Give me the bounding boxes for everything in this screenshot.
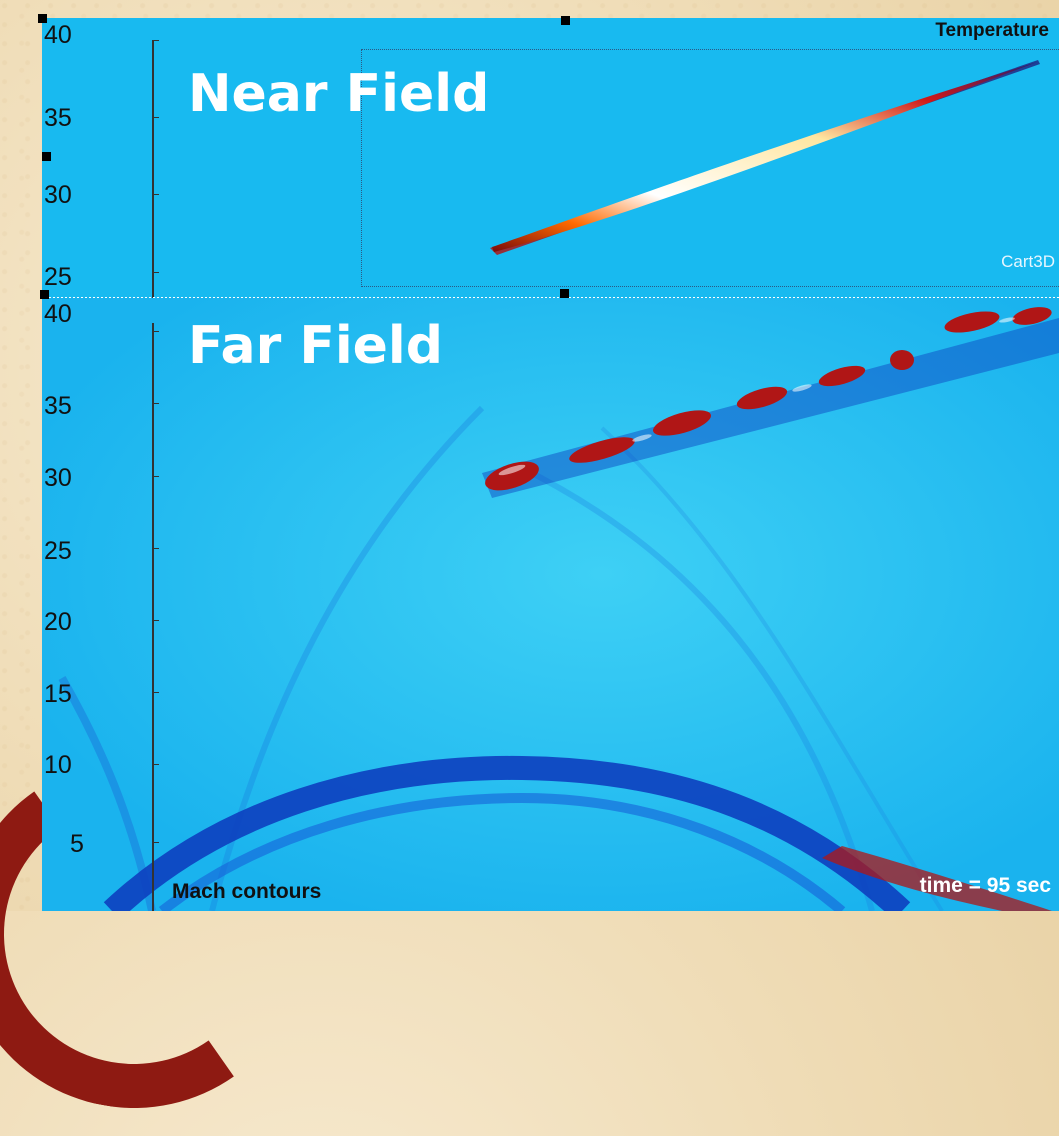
ground-shock-inner (158, 792, 846, 911)
y-tick-label: 5 (70, 830, 84, 858)
y-tick-label: 30 (44, 464, 72, 492)
selection-handle[interactable] (40, 290, 49, 299)
y-tick (152, 548, 159, 550)
y-tick (152, 272, 159, 274)
cart3d-label: Cart3D (1001, 252, 1055, 271)
y-axis-line (152, 323, 154, 911)
y-tick-label: 15 (44, 680, 72, 708)
near-field-plot (490, 60, 1040, 255)
debris-trail-halo (482, 318, 1059, 498)
field-background (42, 298, 1059, 911)
ground-shock (103, 755, 911, 911)
y-tick (152, 764, 159, 766)
selection-handle[interactable] (561, 16, 570, 25)
y-tick-label: 25 (44, 537, 72, 565)
far-field-plot (42, 298, 1059, 911)
y-tick-label: 30 (44, 181, 72, 209)
temperature-label: Temperature (935, 20, 1049, 41)
y-tick-label: 40 (44, 300, 72, 328)
far-field-title: Far Field (188, 316, 443, 376)
y-tick (152, 194, 159, 196)
y-tick-label: 35 (44, 392, 72, 420)
mach-contours-label: Mach contours (172, 880, 322, 903)
zoom-region-box (361, 49, 1059, 287)
debris-trail (485, 307, 1052, 491)
y-tick-label: 10 (44, 751, 72, 779)
time-label: time = 95 sec (919, 874, 1051, 897)
y-tick-label: 35 (44, 104, 72, 132)
debris-highlights (498, 317, 1015, 476)
y-tick (152, 403, 159, 405)
near-field-title: Near Field (188, 64, 490, 124)
selection-handle[interactable] (38, 14, 47, 23)
y-tick (152, 331, 159, 333)
y-tick (152, 40, 159, 42)
y-axis-line (152, 40, 154, 298)
y-tick (152, 117, 159, 119)
y-tick-label: 20 (44, 608, 72, 636)
y-tick (152, 620, 159, 622)
y-tick (152, 692, 159, 694)
y-tick-label: 40 (44, 21, 72, 49)
y-tick (152, 476, 159, 478)
hot-spot-bottom (822, 846, 1052, 911)
far-field-panel: 40 35 30 25 20 15 10 5 Far Field Mach co… (42, 298, 1059, 911)
shock-curve (600, 426, 944, 911)
near-field-panel: 40 35 30 25 Near Field Temperature Cart3… (42, 18, 1059, 298)
shock-curve (520, 465, 875, 911)
selection-handle[interactable] (42, 152, 51, 161)
selection-handle[interactable] (560, 289, 569, 298)
y-tick-label: 25 (44, 263, 72, 291)
y-tick (152, 842, 159, 844)
temperature-plume (492, 62, 1037, 252)
